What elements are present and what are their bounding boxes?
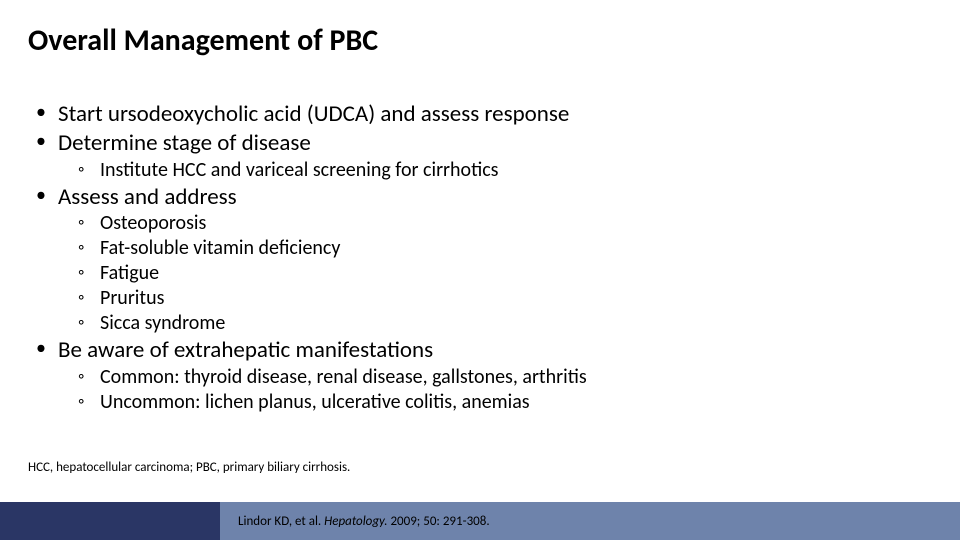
list-item: Sicca syndrome bbox=[76, 311, 930, 336]
list-item: Pruritus bbox=[76, 286, 930, 311]
list-item: Determine stage of disease Institute HCC… bbox=[32, 129, 930, 183]
list-item: Start ursodeoxycholic acid (UDCA) and as… bbox=[32, 100, 930, 129]
list-item: Assess and address Osteoporosis Fat-solu… bbox=[32, 183, 930, 337]
list-item: Fatigue bbox=[76, 261, 930, 286]
bullet-text: Assess and address bbox=[58, 183, 237, 211]
citation-journal: Hepatology. bbox=[324, 514, 387, 529]
abbreviation-note: HCC, hepatocellular carcinoma; PBC, prim… bbox=[28, 460, 350, 475]
citation-author: Lindor KD, et al. bbox=[238, 514, 324, 529]
sub-list: Osteoporosis Fat-soluble vitamin deficie… bbox=[58, 211, 930, 336]
bullet-text: Be aware of extrahepatic manifestations bbox=[58, 336, 433, 364]
bullet-text: Institute HCC and variceal screening for… bbox=[100, 158, 499, 182]
bullet-text: Fatigue bbox=[100, 261, 159, 285]
list-item: Institute HCC and variceal screening for… bbox=[76, 158, 930, 183]
bullet-text: Osteoporosis bbox=[100, 211, 206, 235]
bullet-text: Pruritus bbox=[100, 286, 164, 310]
slide-title: Overall Management of PBC bbox=[28, 22, 378, 59]
list-item: Common: thyroid disease, renal disease, … bbox=[76, 365, 930, 390]
sub-list: Institute HCC and variceal screening for… bbox=[58, 158, 930, 183]
citation-rest: 2009; 50: 291-308. bbox=[388, 514, 490, 529]
citation: Lindor KD, et al. Hepatology. 2009; 50: … bbox=[238, 514, 490, 529]
list-item: Be aware of extrahepatic manifestations … bbox=[32, 336, 930, 415]
bullet-text: Uncommon: lichen planus, ulcerative coli… bbox=[100, 390, 530, 414]
list-item: Fat-soluble vitamin deficiency bbox=[76, 236, 930, 261]
list-item: Uncommon: lichen planus, ulcerative coli… bbox=[76, 390, 930, 415]
bullet-text: Fat-soluble vitamin deficiency bbox=[100, 236, 340, 260]
bullet-text: Common: thyroid disease, renal disease, … bbox=[100, 365, 587, 389]
bullet-list: Start ursodeoxycholic acid (UDCA) and as… bbox=[32, 100, 930, 415]
footer: Lindor KD, et al. Hepatology. 2009; 50: … bbox=[0, 502, 960, 540]
slide: Overall Management of PBC Start ursodeox… bbox=[0, 0, 960, 540]
bullet-text: Sicca syndrome bbox=[100, 311, 225, 335]
bullet-text: Start ursodeoxycholic acid (UDCA) and as… bbox=[58, 100, 569, 128]
content-area: Start ursodeoxycholic acid (UDCA) and as… bbox=[32, 100, 930, 415]
footer-citation-block: Lindor KD, et al. Hepatology. 2009; 50: … bbox=[220, 502, 960, 540]
bullet-text: Determine stage of disease bbox=[58, 129, 311, 157]
footer-accent-block bbox=[0, 502, 220, 540]
sub-list: Common: thyroid disease, renal disease, … bbox=[58, 365, 930, 415]
list-item: Osteoporosis bbox=[76, 211, 930, 236]
